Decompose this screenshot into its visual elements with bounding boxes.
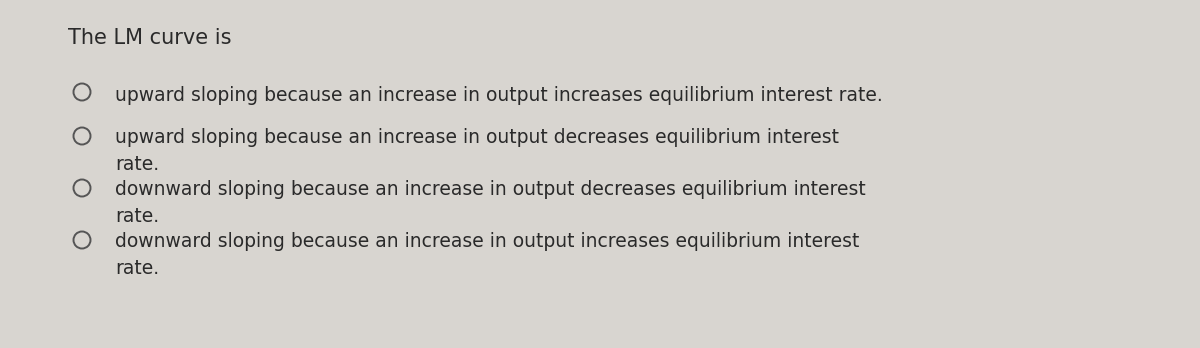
Text: downward sloping because an increase in output increases equilibrium interest: downward sloping because an increase in … bbox=[115, 232, 859, 251]
Text: rate.: rate. bbox=[115, 259, 160, 278]
Text: downward sloping because an increase in output decreases equilibrium interest: downward sloping because an increase in … bbox=[115, 180, 865, 199]
Text: rate.: rate. bbox=[115, 155, 160, 174]
Text: upward sloping because an increase in output increases equilibrium interest rate: upward sloping because an increase in ou… bbox=[115, 86, 883, 105]
Text: rate.: rate. bbox=[115, 207, 160, 226]
Text: upward sloping because an increase in output decreases equilibrium interest: upward sloping because an increase in ou… bbox=[115, 128, 839, 147]
Text: The LM curve is: The LM curve is bbox=[68, 28, 232, 48]
